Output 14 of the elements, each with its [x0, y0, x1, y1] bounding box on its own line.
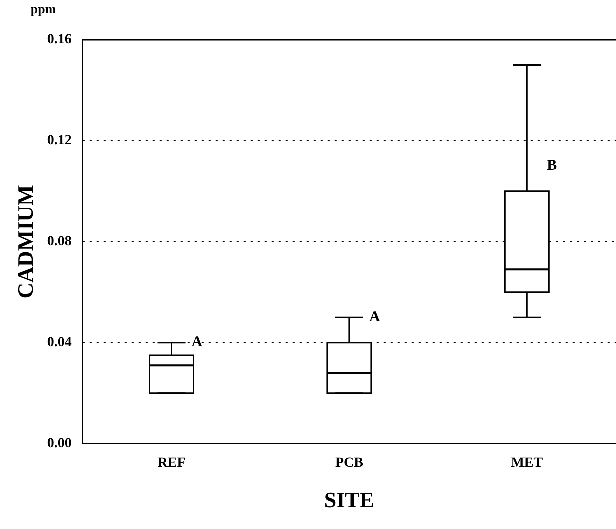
- y-tick-label: 0.16: [47, 32, 72, 48]
- annotation: A: [192, 334, 203, 351]
- y-axis-title: CADMIUM: [12, 184, 38, 299]
- y-tick-label: 0.00: [47, 436, 72, 452]
- y-tick-label: 0.08: [47, 234, 72, 250]
- x-tick-label: PCB: [335, 456, 364, 471]
- text: ppm: [30, 1, 56, 16]
- x-axis-title: SITE: [324, 487, 375, 512]
- y-tick-label: 0.12: [47, 134, 72, 149]
- x-tick-label: MET: [511, 456, 544, 471]
- x-tick-label: REF: [158, 456, 186, 471]
- annotation: A: [369, 309, 380, 326]
- annotation: B: [547, 158, 558, 174]
- y-tick-label: 0.04: [47, 335, 72, 350]
